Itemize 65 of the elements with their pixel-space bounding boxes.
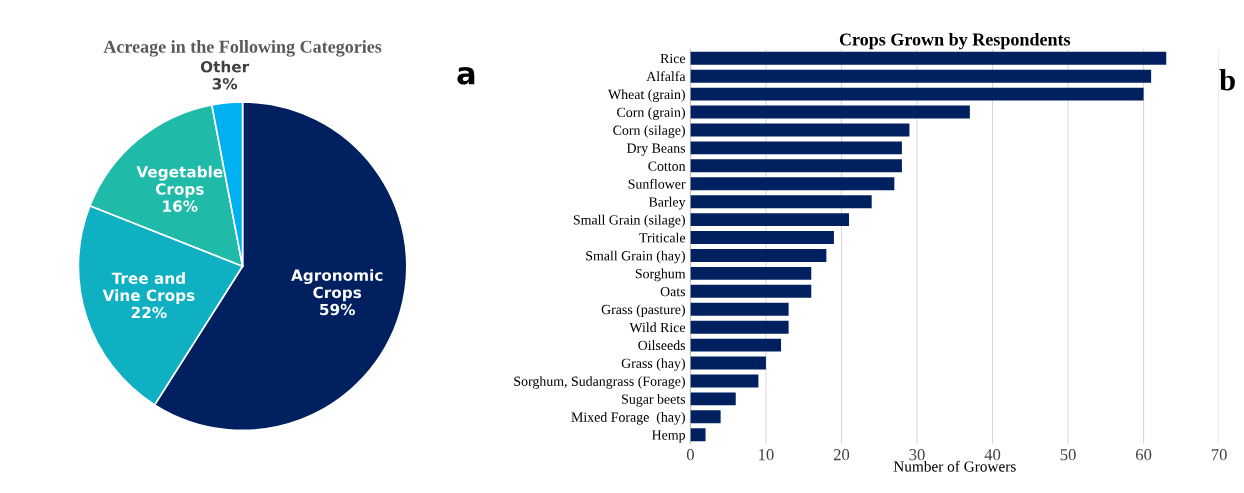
data-label: 16% <box>163 200 198 212</box>
slice-label: Other <box>200 60 250 73</box>
bar <box>690 374 759 388</box>
text: b <box>1219 69 1235 91</box>
bar <box>690 159 902 173</box>
y-tick-label: Grass (pasture) <box>601 304 685 318</box>
y-tick-label: Alfalfa <box>646 71 686 82</box>
y-tick-label: Corn (grain) <box>617 107 685 120</box>
x-tick-label: 60 <box>1135 449 1152 461</box>
data-label: 59% <box>320 303 355 316</box>
y-tick-label: Cotton <box>648 161 686 171</box>
bar <box>690 356 766 370</box>
bar <box>690 302 789 316</box>
bar <box>690 141 902 155</box>
y-tick-label: Grass (hay) <box>621 358 685 371</box>
bar <box>690 177 895 191</box>
data-label: 3% <box>212 78 238 90</box>
y-tick-label: Hemp <box>652 430 686 443</box>
x-tick-label: 50 <box>1060 449 1076 461</box>
x-tick-label: 70 <box>1211 449 1227 461</box>
y-tick-label: Rice <box>660 53 686 64</box>
y-tick-label: Small Grain (silage) <box>573 214 685 228</box>
bar <box>690 51 1167 65</box>
chart-title: Crops Grown by Respondents <box>839 32 1071 50</box>
slice-label: Tree and Vine Crops <box>102 272 195 305</box>
bar <box>690 266 812 280</box>
bar <box>690 69 1152 83</box>
bar <box>690 87 1144 101</box>
text: a <box>457 67 475 85</box>
bar <box>690 195 872 209</box>
y-tick-label: Barley <box>648 196 686 210</box>
y-tick-label: Mixed Forage (hay) <box>571 411 685 425</box>
x-tick-label: 20 <box>833 449 850 461</box>
bar <box>690 105 970 119</box>
bar <box>690 320 789 334</box>
y-tick-label: Triticale <box>639 232 686 243</box>
y-tick-label: Sugar beets <box>622 394 686 407</box>
x-axis-title: Number of Growers <box>893 460 1016 472</box>
bar <box>690 428 706 442</box>
y-tick-label: Dry Beans <box>626 143 686 156</box>
y-tick-label: Sorghum <box>635 268 686 282</box>
y-tick-label: Corn (silage) <box>613 125 685 138</box>
y-tick-label: Sunflower <box>628 178 686 189</box>
y-tick-label: Small Grain (hay) <box>586 250 685 264</box>
bar <box>690 392 736 406</box>
bar <box>690 410 721 424</box>
y-tick-label: Oats <box>660 286 686 297</box>
bar <box>690 338 782 352</box>
y-tick-label: Wild Rice <box>629 322 686 333</box>
bar <box>690 213 850 227</box>
x-tick-label: 10 <box>759 449 774 461</box>
slice-label: Agronomic Crops <box>291 269 383 302</box>
x-tick-label: 30 <box>909 449 925 461</box>
chart-title: Acreage in the Following Categories <box>103 40 382 57</box>
y-tick-label: Oilseeds <box>638 340 686 351</box>
bar <box>690 231 834 244</box>
y-tick-label: Wheat (grain) <box>608 89 685 102</box>
slice-label: Vegetable Crops <box>136 165 223 198</box>
bar <box>690 249 827 262</box>
x-tick-label: 0 <box>686 449 694 461</box>
y-tick-label: Sorghum, Sudangrass (Forage) <box>514 376 685 389</box>
bar <box>690 123 910 137</box>
bar <box>690 284 812 298</box>
data-label: 22% <box>131 306 167 319</box>
x-tick-label: 40 <box>984 449 1001 461</box>
